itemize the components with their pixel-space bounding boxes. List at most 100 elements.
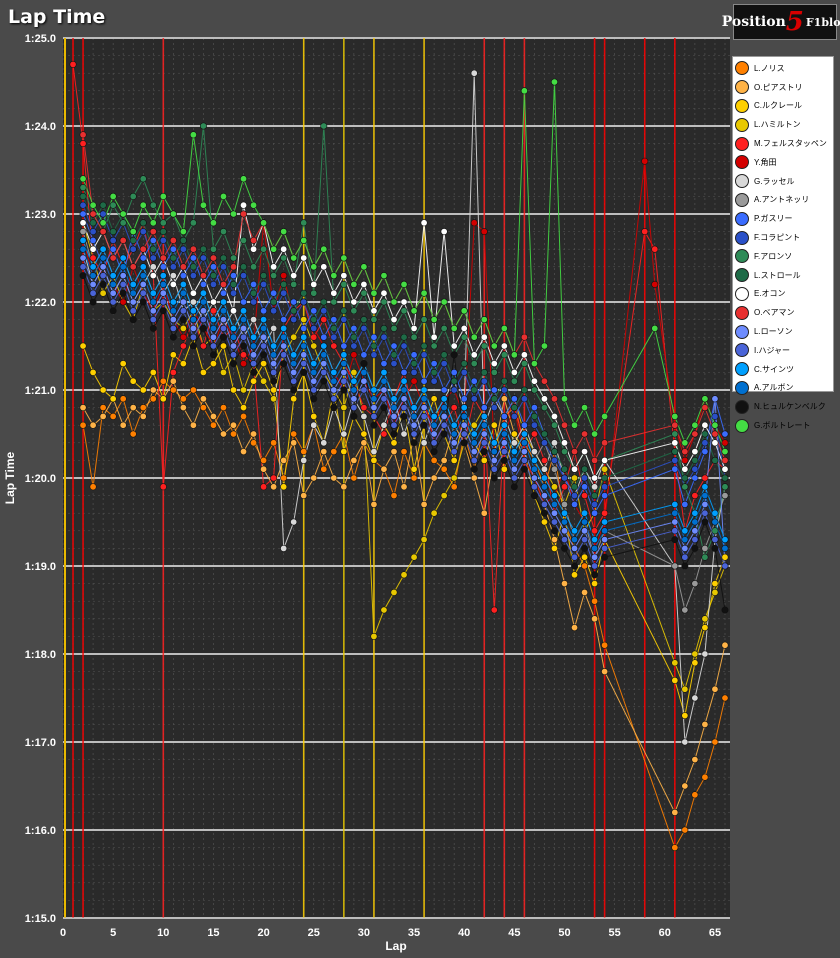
series-point bbox=[400, 298, 408, 306]
series-point bbox=[711, 421, 719, 429]
series-point bbox=[450, 421, 458, 429]
series-point bbox=[219, 228, 227, 236]
series-point bbox=[420, 351, 428, 359]
series-point bbox=[430, 456, 438, 464]
series-point bbox=[250, 263, 258, 271]
series-point bbox=[350, 280, 358, 288]
legend-item: C.ルクレール bbox=[735, 97, 833, 116]
series-point bbox=[149, 263, 157, 271]
series-point bbox=[209, 342, 217, 350]
series-point bbox=[711, 518, 719, 526]
series-point bbox=[310, 324, 318, 332]
series-point bbox=[691, 650, 699, 658]
pit-spikes bbox=[72, 38, 676, 918]
series-point bbox=[109, 395, 117, 403]
series-point bbox=[460, 430, 468, 438]
series-point bbox=[129, 192, 137, 200]
series-point bbox=[420, 395, 428, 403]
series-point bbox=[571, 562, 579, 570]
series-point bbox=[310, 280, 318, 288]
legend-label: Y.角田 bbox=[754, 157, 777, 167]
series-point bbox=[219, 263, 227, 271]
series-point bbox=[189, 245, 197, 253]
series-point bbox=[340, 386, 348, 394]
series-point bbox=[601, 492, 609, 500]
series-point bbox=[641, 228, 649, 236]
series-point bbox=[420, 536, 428, 544]
series-point bbox=[109, 272, 117, 280]
series-point bbox=[581, 553, 589, 561]
series-point bbox=[601, 465, 609, 473]
series-point bbox=[310, 377, 318, 385]
series-point bbox=[681, 544, 689, 552]
series-point bbox=[270, 439, 278, 447]
series-point bbox=[370, 456, 378, 464]
series-point bbox=[701, 421, 709, 429]
series-point bbox=[129, 316, 137, 324]
series-point bbox=[169, 210, 177, 218]
series-point bbox=[129, 377, 137, 385]
series-point bbox=[681, 439, 689, 447]
series-point bbox=[290, 254, 298, 262]
series-point bbox=[250, 333, 258, 341]
series-point bbox=[340, 342, 348, 350]
series-point bbox=[470, 474, 478, 482]
series-point bbox=[139, 263, 147, 271]
series-point bbox=[410, 377, 418, 385]
series-point bbox=[209, 254, 217, 262]
series-point bbox=[691, 474, 699, 482]
series-point bbox=[681, 527, 689, 535]
series-point bbox=[109, 228, 117, 236]
series-point bbox=[701, 518, 709, 526]
series-point bbox=[219, 307, 227, 315]
series-point bbox=[591, 500, 599, 508]
series-point bbox=[320, 360, 328, 368]
series-point bbox=[330, 289, 338, 297]
y-tick-label: 1:20.0 bbox=[25, 473, 56, 485]
series-point bbox=[550, 500, 558, 508]
series-point bbox=[671, 509, 679, 517]
series-point bbox=[119, 263, 127, 271]
series-point bbox=[420, 500, 428, 508]
series-point bbox=[450, 368, 458, 376]
series-point bbox=[370, 421, 378, 429]
series-point bbox=[520, 421, 528, 429]
series-point bbox=[179, 316, 187, 324]
series-point bbox=[380, 324, 388, 332]
series-point bbox=[240, 236, 248, 244]
series-point bbox=[490, 421, 498, 429]
series-point bbox=[530, 448, 538, 456]
legend-label: C.ルクレール bbox=[754, 101, 802, 111]
series-point bbox=[440, 404, 448, 412]
series-point bbox=[240, 360, 248, 368]
series-point bbox=[440, 456, 448, 464]
series-point bbox=[159, 192, 167, 200]
series-point bbox=[440, 430, 448, 438]
series-point bbox=[530, 360, 538, 368]
series-point bbox=[671, 430, 679, 438]
y-tick-label: 1:17.0 bbox=[25, 737, 56, 749]
series-point bbox=[89, 483, 97, 491]
series-point bbox=[601, 412, 609, 420]
series-point bbox=[711, 588, 719, 596]
series-point bbox=[480, 448, 488, 456]
series-point bbox=[540, 395, 548, 403]
series-point bbox=[591, 536, 599, 544]
series-point bbox=[320, 263, 328, 271]
series-point bbox=[490, 448, 498, 456]
series-point bbox=[571, 553, 579, 561]
series-point bbox=[430, 377, 438, 385]
series-point bbox=[189, 421, 197, 429]
series-point bbox=[420, 412, 428, 420]
series-point bbox=[280, 272, 288, 280]
series-point bbox=[280, 333, 288, 341]
series-point bbox=[310, 316, 318, 324]
series-point bbox=[79, 263, 87, 271]
series-point bbox=[671, 527, 679, 535]
series-point bbox=[520, 360, 528, 368]
series-point bbox=[701, 720, 709, 728]
series-point bbox=[460, 307, 468, 315]
series-point bbox=[530, 474, 538, 482]
series-point bbox=[99, 280, 107, 288]
series-point bbox=[520, 430, 528, 438]
